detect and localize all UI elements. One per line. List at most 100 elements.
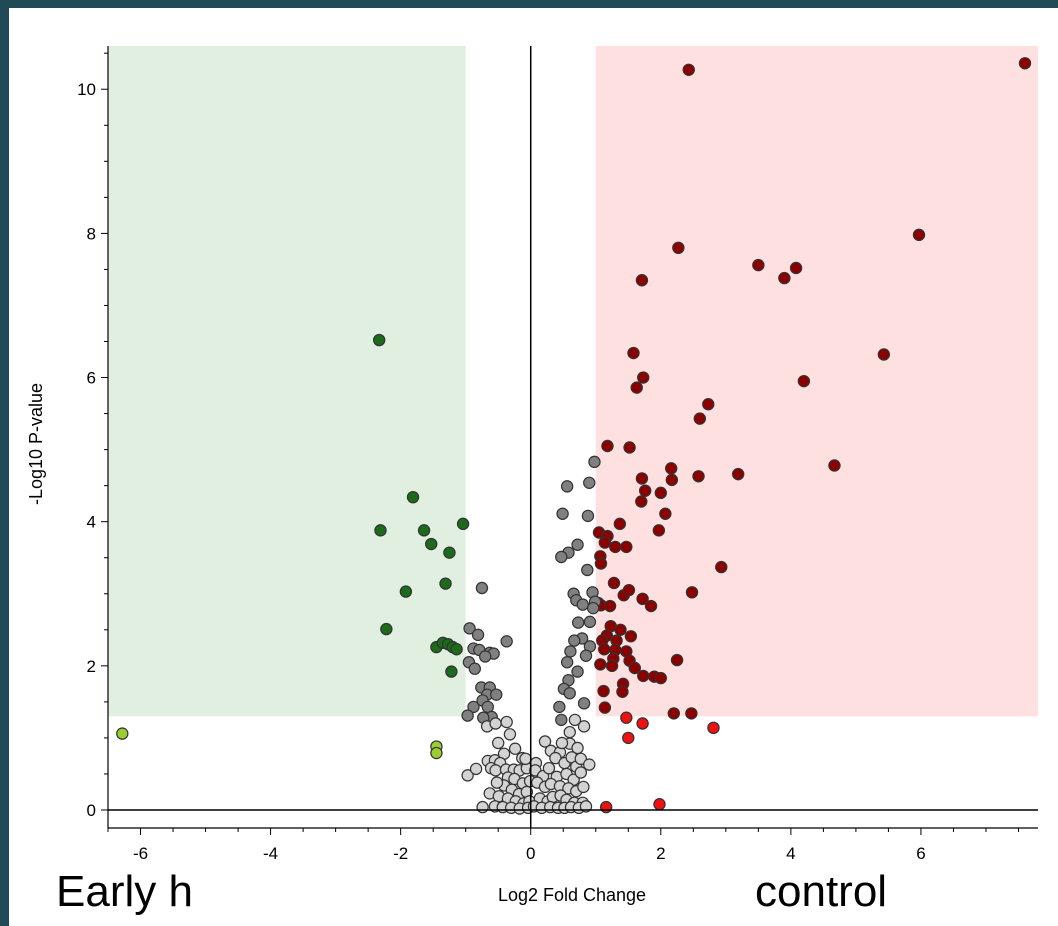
y-tick-label: 0 [87, 801, 96, 820]
data-point [702, 398, 715, 411]
data-point [665, 462, 678, 475]
data-point [731, 467, 745, 481]
data-point [912, 228, 926, 242]
data-point [577, 780, 590, 794]
data-point [399, 585, 413, 598]
data-point [599, 800, 613, 814]
data-point [583, 476, 596, 489]
data-point [635, 472, 649, 485]
data-point [468, 662, 481, 675]
data-point [637, 371, 650, 384]
data-point [563, 687, 576, 700]
data-point [574, 752, 588, 766]
data-point [670, 653, 684, 667]
x-tick-label: -6 [133, 844, 148, 863]
data-point [797, 374, 811, 388]
data-point [778, 271, 791, 285]
region-up [595, 46, 1038, 717]
data-point [463, 622, 476, 635]
data-point [555, 713, 568, 727]
left-group-label: Early h [56, 867, 193, 916]
data-point [564, 645, 577, 658]
data-point [685, 586, 699, 599]
data-point [652, 524, 666, 537]
data-point [568, 634, 581, 647]
data-point [571, 665, 584, 678]
data-point [508, 742, 522, 755]
data-point [489, 717, 502, 730]
region-down [108, 46, 466, 717]
data-point [555, 550, 568, 564]
data-point [461, 769, 474, 782]
x-tick-label: 0 [526, 844, 535, 863]
y-axis-title: -Log10 P-value [26, 383, 46, 505]
data-point [707, 721, 720, 735]
data-point [622, 583, 636, 597]
data-point [667, 707, 681, 720]
data-point [456, 517, 470, 531]
x-tick-label: 4 [786, 844, 795, 863]
data-point [620, 711, 633, 724]
data-point [372, 333, 386, 347]
data-point [500, 715, 513, 729]
data-point [583, 758, 596, 771]
data-point [693, 412, 707, 425]
data-point [555, 736, 569, 750]
data-point [519, 752, 532, 766]
data-point [789, 261, 803, 275]
y-tick-label: 8 [87, 224, 96, 243]
y-tick-label: 10 [77, 80, 96, 99]
data-point [430, 746, 443, 760]
data-point [877, 348, 891, 361]
data-point [630, 381, 643, 394]
x-tick-label: 2 [656, 844, 665, 863]
data-point [116, 727, 129, 740]
data-point [571, 538, 584, 551]
data-point [692, 470, 705, 483]
data-point [461, 709, 474, 722]
data-point [581, 509, 595, 523]
data-point [627, 346, 640, 360]
data-point [503, 728, 517, 741]
axes: 0 2 4 6 8 10 -6 -4 -2 0 2 4 6 [77, 46, 1038, 863]
data-point [628, 661, 641, 675]
x-tick-label: -4 [263, 844, 278, 863]
data-point [542, 761, 556, 775]
data-point [622, 731, 635, 745]
data-point [538, 735, 552, 748]
data-point [556, 507, 569, 520]
data-point [613, 517, 627, 531]
data-point [560, 656, 574, 669]
data-point [1018, 57, 1032, 70]
data-point [598, 701, 612, 714]
data-point [588, 455, 601, 469]
data-point [579, 649, 593, 662]
data-point [752, 258, 765, 272]
data-point [623, 441, 636, 454]
regions [108, 46, 1038, 717]
data-point [644, 599, 658, 613]
data-point [406, 490, 420, 504]
data-point [450, 643, 463, 656]
data-point [577, 720, 591, 733]
data-point [598, 643, 611, 656]
data-point [471, 628, 485, 642]
volcano-plot: 0 2 4 6 8 10 -6 -4 -2 0 2 4 6 -Log10 P-value Log2 Fo… [26, 46, 1038, 905]
data-point [500, 635, 513, 648]
data-point [581, 563, 594, 577]
data-point [715, 560, 728, 574]
points [116, 57, 1032, 815]
x-axis-title: Log2 Fold Change [498, 885, 646, 905]
data-point [439, 577, 452, 590]
data-point [583, 615, 597, 629]
data-point [672, 241, 685, 255]
data-point [574, 766, 588, 779]
data-point [614, 623, 627, 636]
data-point [577, 697, 591, 710]
data-point [443, 546, 456, 559]
data-point [417, 524, 431, 537]
data-point [594, 557, 608, 570]
data-point [425, 537, 438, 551]
data-point [467, 700, 480, 714]
data-point [659, 507, 672, 520]
